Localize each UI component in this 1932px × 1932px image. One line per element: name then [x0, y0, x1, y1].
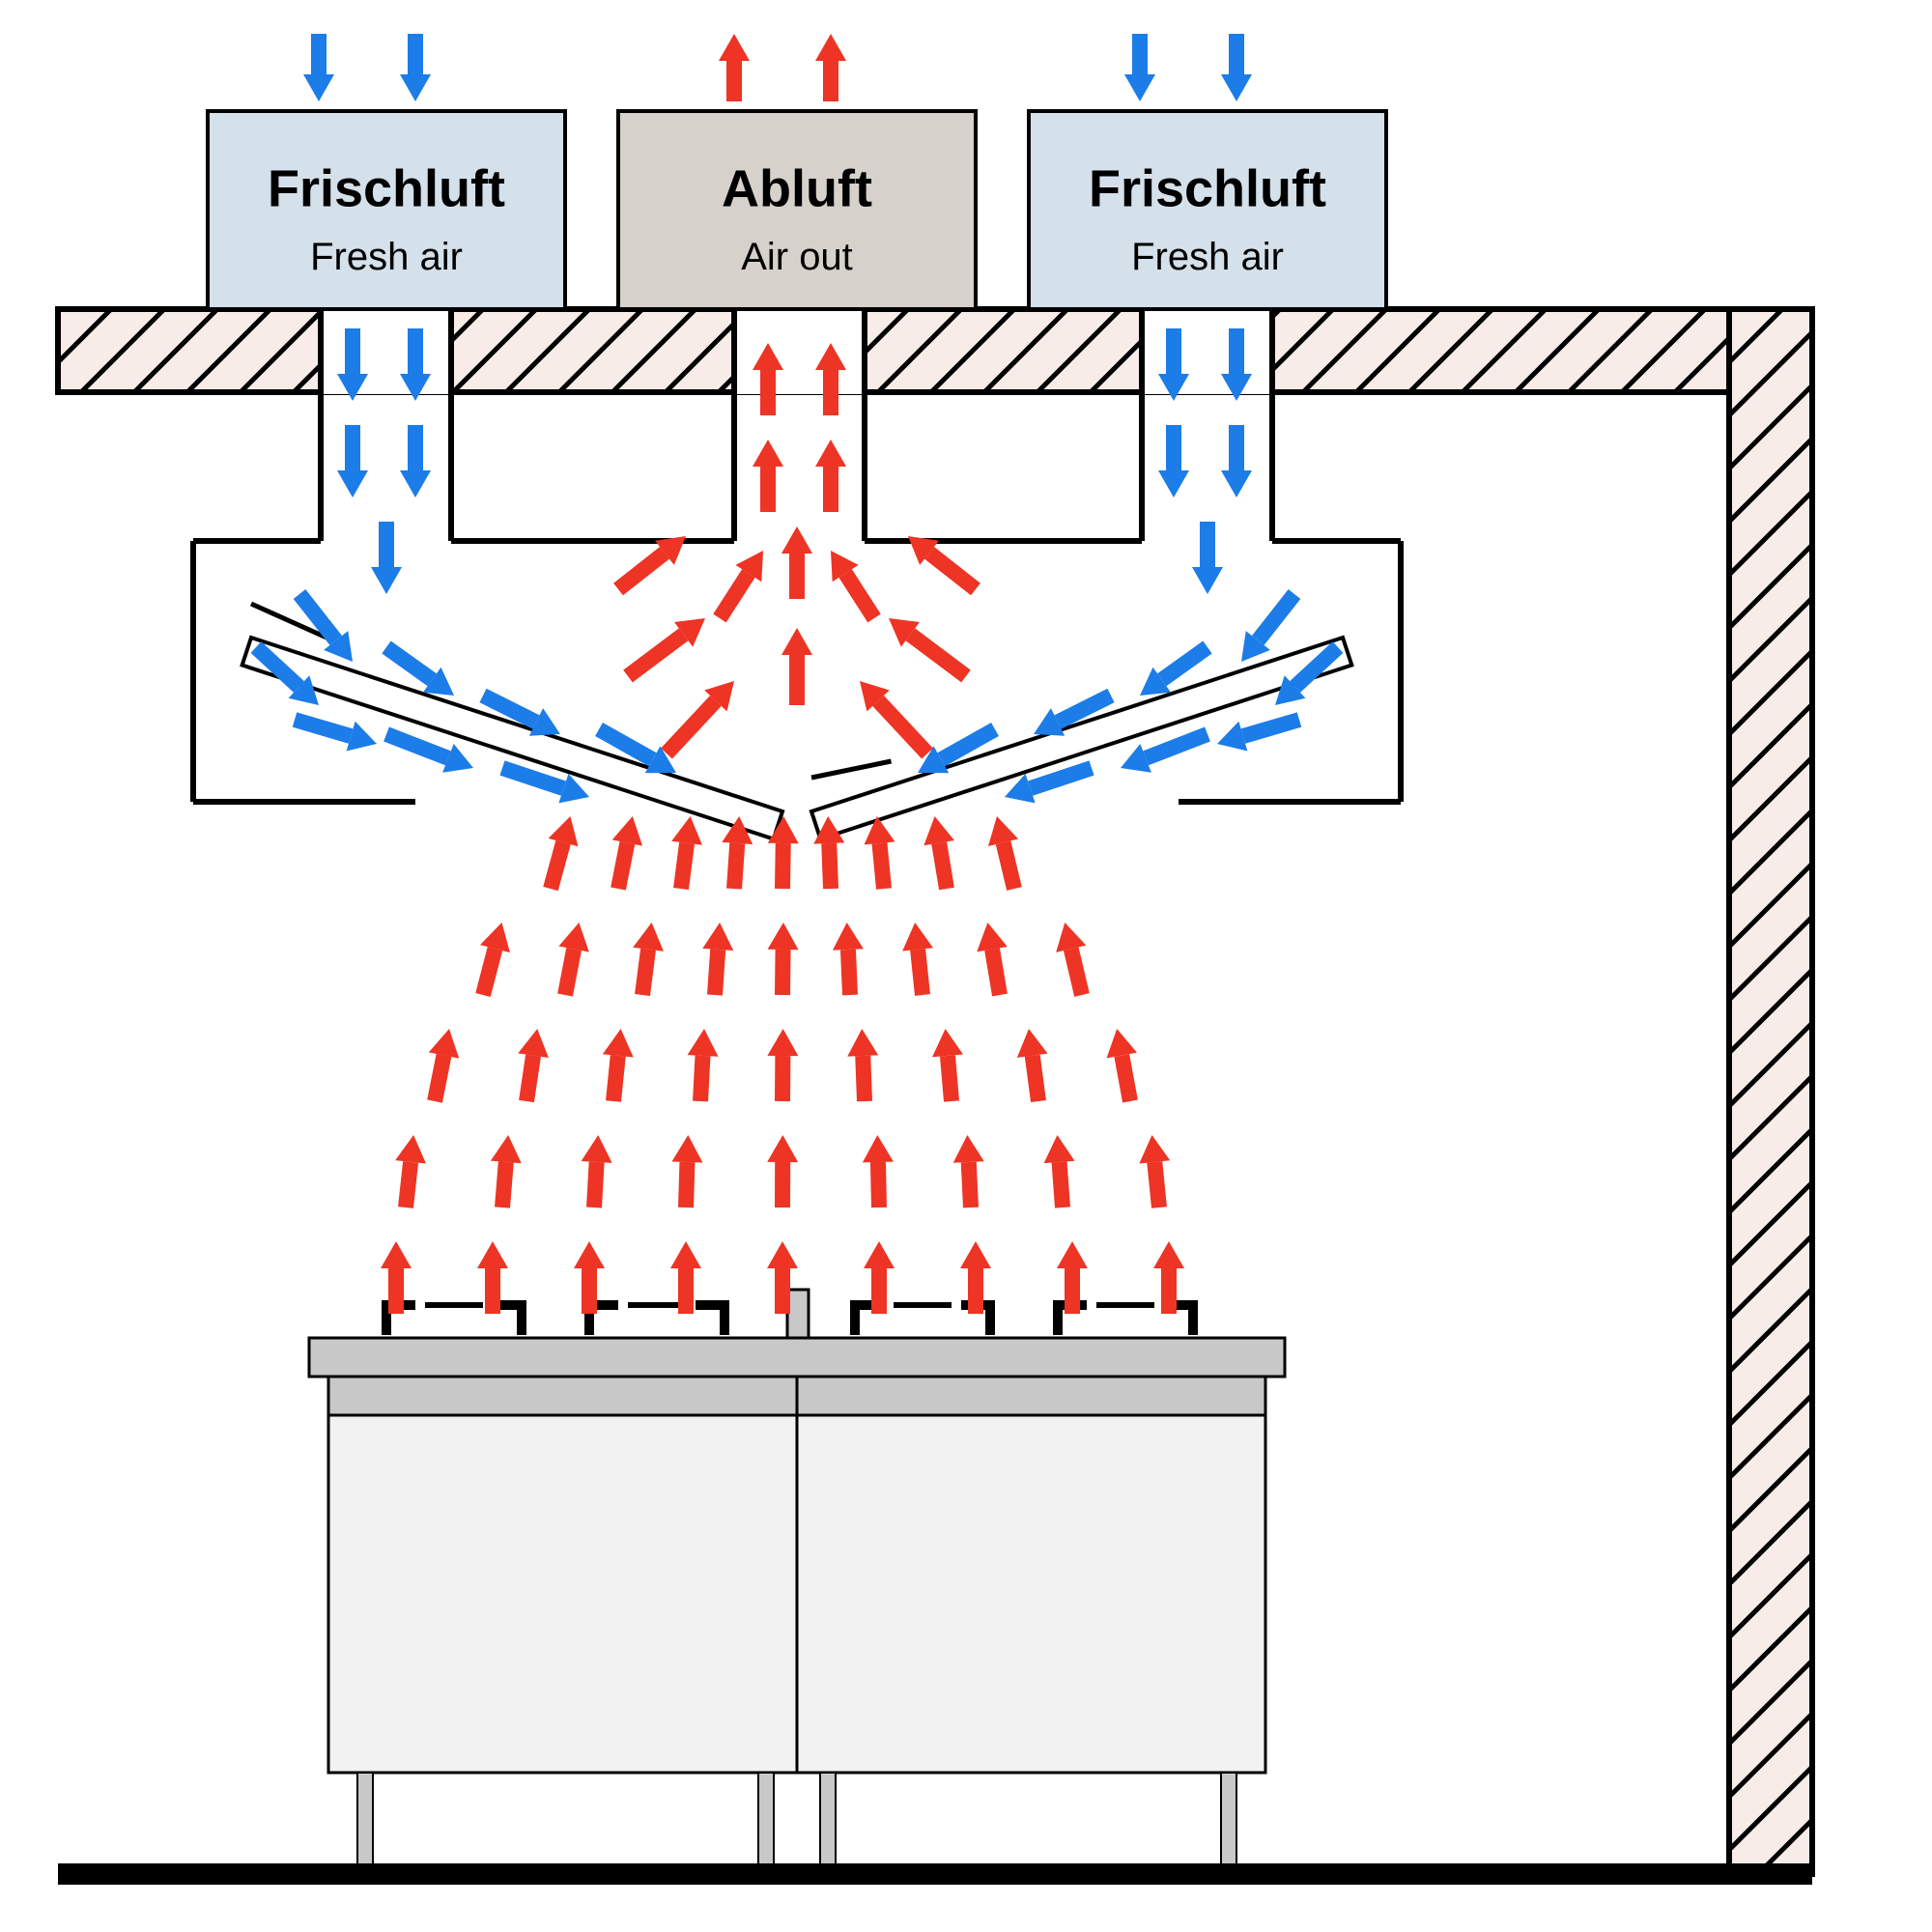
right-air-box: Frischluft Fresh air — [1029, 111, 1386, 309]
center-box-title: Abluft — [722, 159, 872, 217]
right-box-subtitle: Fresh air — [1131, 236, 1284, 278]
left-box-subtitle: Fresh air — [310, 236, 463, 278]
right-box-title: Frischluft — [1089, 159, 1326, 217]
center-air-box: Abluft Air out — [618, 111, 976, 309]
cooking-range — [309, 1290, 1285, 1864]
left-air-box: Frischluft Fresh air — [208, 111, 565, 309]
ventilation-diagram: Frischluft Fresh air Abluft Air out Frischlu… — [0, 0, 1932, 1932]
ceiling — [0, 309, 1918, 392]
center-box-subtitle: Air out — [741, 236, 853, 278]
left-box-title: Frischluft — [268, 159, 505, 217]
